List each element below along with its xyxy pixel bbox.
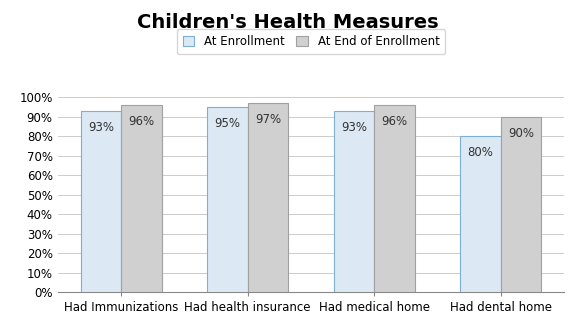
Bar [374,105,415,292]
Text: 96%: 96% [381,115,408,128]
Legend: At Enrollment, At End of Enrollment: At Enrollment, At End of Enrollment [177,29,445,54]
Bar [121,105,162,292]
Text: 93%: 93% [88,121,114,134]
Bar [501,117,541,292]
Text: 90%: 90% [508,127,534,140]
Text: 93%: 93% [341,121,367,134]
Text: Children's Health Measures: Children's Health Measures [137,13,439,33]
Bar [460,136,501,292]
Text: 97%: 97% [255,113,281,126]
Bar [248,103,288,292]
Text: 80%: 80% [468,146,494,159]
Bar [334,111,374,292]
Text: 95%: 95% [214,117,241,130]
Bar [81,111,121,292]
Bar [207,107,248,292]
Text: 96%: 96% [128,115,154,128]
